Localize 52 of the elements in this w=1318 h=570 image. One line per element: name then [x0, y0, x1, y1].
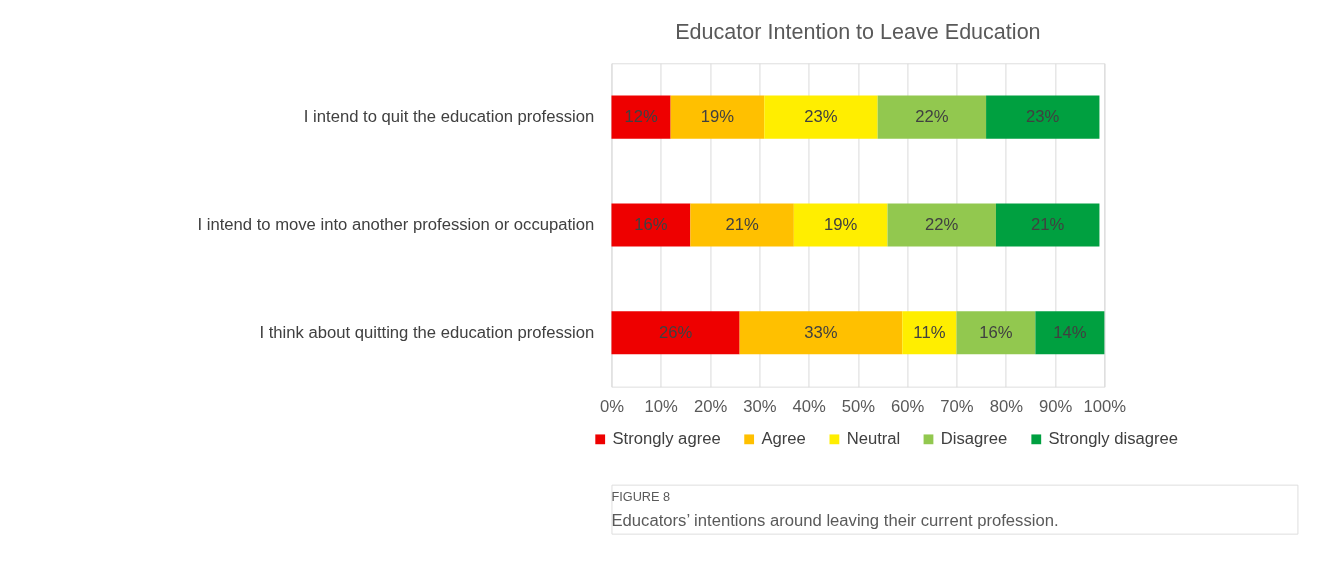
y-tick-label: I intend to move into another profession or occupation [197, 214, 595, 234]
bar [611, 311, 740, 355]
data-label: 16% [979, 322, 1013, 342]
legend-label: Strongly disagree [1048, 429, 1179, 449]
x-tick-label: 50% [841, 396, 876, 416]
y-tick-label: I intend to quit the education profession [303, 107, 595, 127]
data-label: 33% [804, 322, 838, 342]
bar [611, 95, 671, 139]
data-label: 23% [804, 107, 838, 127]
bar [739, 311, 903, 355]
x-tick-label: 60% [891, 396, 925, 416]
y-tick-label: I think about quitting the education profession [259, 322, 595, 342]
bar [902, 311, 957, 355]
x-tick-label: 30% [743, 396, 777, 416]
x-tick-label: 90% [1038, 396, 1073, 416]
bar [793, 203, 888, 247]
x-tick-label: 10% [644, 396, 679, 416]
bar [887, 203, 996, 247]
data-label: 23% [1026, 107, 1060, 127]
text: Educators’ intentions around leaving their current profession. [611, 511, 1059, 531]
bar [611, 203, 691, 247]
bar [1035, 311, 1105, 355]
legend-label: Strongly agree [612, 429, 721, 449]
bar [956, 311, 1036, 355]
x-tick-label: 0% [599, 396, 625, 416]
bar [764, 95, 878, 139]
bar [995, 203, 1100, 247]
bar [690, 203, 794, 247]
data-label: 26% [658, 322, 693, 342]
data-label: 22% [915, 107, 949, 127]
x-tick-label: 40% [792, 396, 826, 416]
data-label: 21% [1031, 214, 1065, 234]
bar [670, 95, 765, 139]
data-label: 21% [725, 214, 759, 234]
data-label: 22% [925, 214, 959, 234]
caption: FIGURE 8 [611, 488, 671, 504]
x-tick-label: 20% [693, 396, 728, 416]
data-label: 16% [634, 214, 668, 234]
legend-label: Disagree [940, 429, 1008, 449]
bar [986, 95, 1100, 139]
x-tick-label: 70% [940, 396, 974, 416]
data-label: 19% [824, 214, 858, 234]
x-tick-label: 100% [1083, 396, 1127, 416]
chart-title: Educator Intention to Leave Education [675, 18, 1041, 44]
data-label: 12% [624, 107, 658, 127]
legend-label: Agree [761, 429, 806, 449]
data-label: 14% [1053, 322, 1087, 342]
legend-label: Neutral [846, 429, 901, 449]
data-label: 19% [700, 107, 735, 127]
x-tick-label: 80% [989, 396, 1024, 416]
bar [877, 95, 987, 139]
data-label: 11% [913, 322, 946, 342]
